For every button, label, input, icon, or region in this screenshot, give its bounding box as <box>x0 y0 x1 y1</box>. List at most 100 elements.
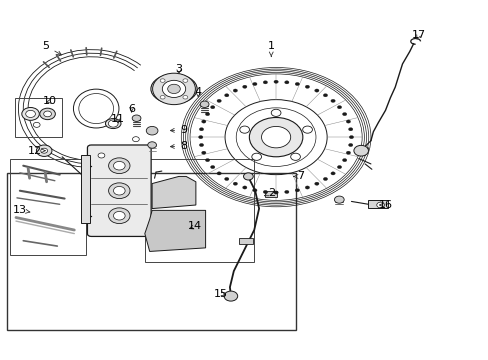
Circle shape <box>33 122 40 127</box>
Text: 11: 11 <box>111 114 125 124</box>
Circle shape <box>376 202 384 208</box>
Circle shape <box>132 137 139 142</box>
Circle shape <box>205 113 209 116</box>
Circle shape <box>314 89 318 92</box>
Circle shape <box>26 111 35 117</box>
Circle shape <box>108 208 130 224</box>
Text: 10: 10 <box>43 96 57 107</box>
Ellipse shape <box>151 74 197 104</box>
Bar <box>265 192 277 197</box>
Circle shape <box>199 128 203 131</box>
Circle shape <box>147 142 156 148</box>
Bar <box>368 200 387 207</box>
Circle shape <box>233 89 237 92</box>
Bar <box>81 155 90 223</box>
Bar <box>15 98 62 137</box>
Text: 7: 7 <box>293 171 304 181</box>
Circle shape <box>162 80 185 98</box>
Circle shape <box>113 161 125 170</box>
Polygon shape <box>144 210 205 251</box>
Text: 9: 9 <box>170 125 187 135</box>
Circle shape <box>263 190 267 194</box>
Text: 3: 3 <box>175 64 182 74</box>
Circle shape <box>210 166 214 169</box>
Text: 5: 5 <box>42 41 61 55</box>
Circle shape <box>152 73 195 105</box>
Text: 8: 8 <box>170 141 187 151</box>
Circle shape <box>233 182 237 185</box>
Circle shape <box>330 99 335 103</box>
Circle shape <box>108 120 118 127</box>
Circle shape <box>284 190 288 194</box>
Bar <box>238 238 253 244</box>
Text: 16: 16 <box>378 200 392 210</box>
Circle shape <box>217 172 221 175</box>
Circle shape <box>167 84 180 94</box>
Circle shape <box>353 145 368 156</box>
Circle shape <box>252 189 257 192</box>
Circle shape <box>199 143 203 147</box>
Circle shape <box>40 108 55 120</box>
Circle shape <box>273 80 278 84</box>
Circle shape <box>113 211 125 220</box>
Circle shape <box>160 79 165 82</box>
Text: 17: 17 <box>411 30 425 40</box>
Text: 1: 1 <box>267 41 274 57</box>
Circle shape <box>271 109 281 116</box>
FancyBboxPatch shape <box>87 145 151 237</box>
Circle shape <box>337 166 341 169</box>
Circle shape <box>201 120 205 123</box>
Text: 13: 13 <box>13 205 30 215</box>
Circle shape <box>43 111 51 117</box>
Circle shape <box>113 186 125 195</box>
Circle shape <box>305 85 309 88</box>
Circle shape <box>22 108 39 120</box>
Circle shape <box>342 113 346 116</box>
Circle shape <box>160 95 165 99</box>
Circle shape <box>224 94 228 97</box>
Text: 12: 12 <box>27 146 45 156</box>
Circle shape <box>252 82 257 86</box>
Circle shape <box>295 189 299 192</box>
Text: 4: 4 <box>194 87 202 98</box>
Circle shape <box>251 153 261 160</box>
Circle shape <box>323 177 327 181</box>
Text: 2: 2 <box>264 188 274 198</box>
Circle shape <box>210 105 214 109</box>
Circle shape <box>36 145 52 157</box>
Circle shape <box>198 135 203 139</box>
Text: 14: 14 <box>187 221 202 231</box>
Circle shape <box>263 81 267 84</box>
Circle shape <box>348 135 353 139</box>
Circle shape <box>205 158 209 162</box>
Circle shape <box>98 153 104 158</box>
Circle shape <box>249 117 302 157</box>
Circle shape <box>295 82 299 86</box>
Circle shape <box>108 183 130 199</box>
Ellipse shape <box>105 118 121 129</box>
Bar <box>10 158 86 255</box>
Text: 15: 15 <box>214 289 228 298</box>
Circle shape <box>323 94 327 97</box>
Circle shape <box>132 115 141 121</box>
Circle shape <box>273 191 278 194</box>
Circle shape <box>200 101 208 108</box>
Circle shape <box>146 126 158 135</box>
Circle shape <box>346 120 350 123</box>
Circle shape <box>217 99 221 103</box>
Circle shape <box>330 172 335 175</box>
Circle shape <box>302 126 312 133</box>
Circle shape <box>41 148 47 153</box>
Bar <box>144 158 254 262</box>
Circle shape <box>239 126 249 133</box>
Circle shape <box>242 85 246 88</box>
Circle shape <box>342 158 346 162</box>
Circle shape <box>242 186 246 189</box>
Circle shape <box>243 173 253 180</box>
Circle shape <box>108 158 130 174</box>
Circle shape <box>305 186 309 189</box>
Bar <box>7 173 295 330</box>
Text: 6: 6 <box>128 104 135 114</box>
Circle shape <box>183 95 187 99</box>
Circle shape <box>261 126 290 148</box>
